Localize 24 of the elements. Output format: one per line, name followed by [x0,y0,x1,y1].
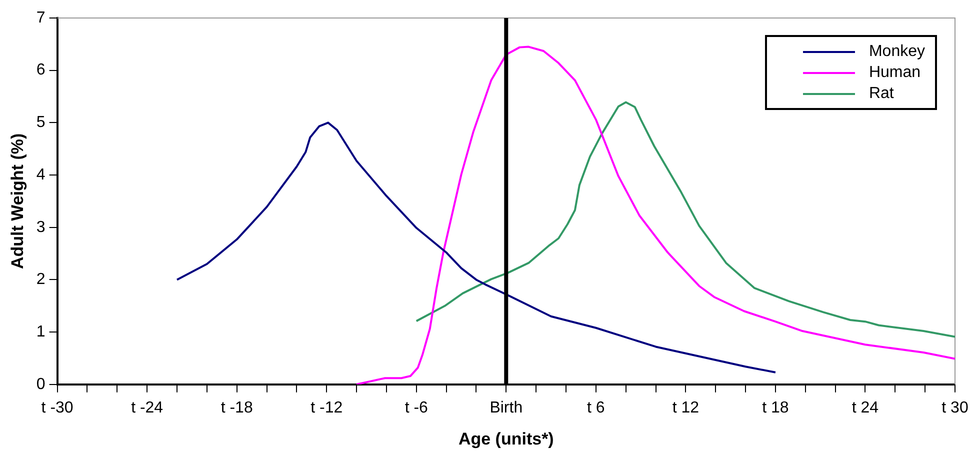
x-tick-label: t -12 [310,399,343,416]
x-tick-label: t -30 [41,399,74,416]
y-tick-label: 3 [36,218,46,236]
x-tick-label: t 30 [942,399,968,416]
x-tick-label: Birth [490,399,523,416]
y-tick-label: 1 [36,323,46,340]
y-tick-label: 6 [36,62,46,79]
legend-label: Monkey [868,42,925,62]
x-tick-label: t 6 [587,399,605,416]
x-tick-label: t 12 [672,399,700,416]
y-tick-label: 4 [36,166,46,184]
y-tick-label: 7 [36,9,46,26]
y-axis-title: Adult Weight (%) [8,133,27,270]
x-tick-label: t -6 [404,399,428,416]
x-tick-label: t 24 [852,399,879,416]
legend-label: Rat [868,84,894,104]
x-tick-label: t 18 [762,399,789,416]
x-tick-label: t -24 [131,399,164,416]
x-tick-label: t -18 [220,399,253,416]
y-tick-label: 0 [36,376,46,393]
x-axis-title: Age (units*) [458,429,554,448]
y-tick-label: 2 [36,271,46,288]
legend-label: Human [868,63,921,83]
y-tick-label: 5 [36,114,46,132]
